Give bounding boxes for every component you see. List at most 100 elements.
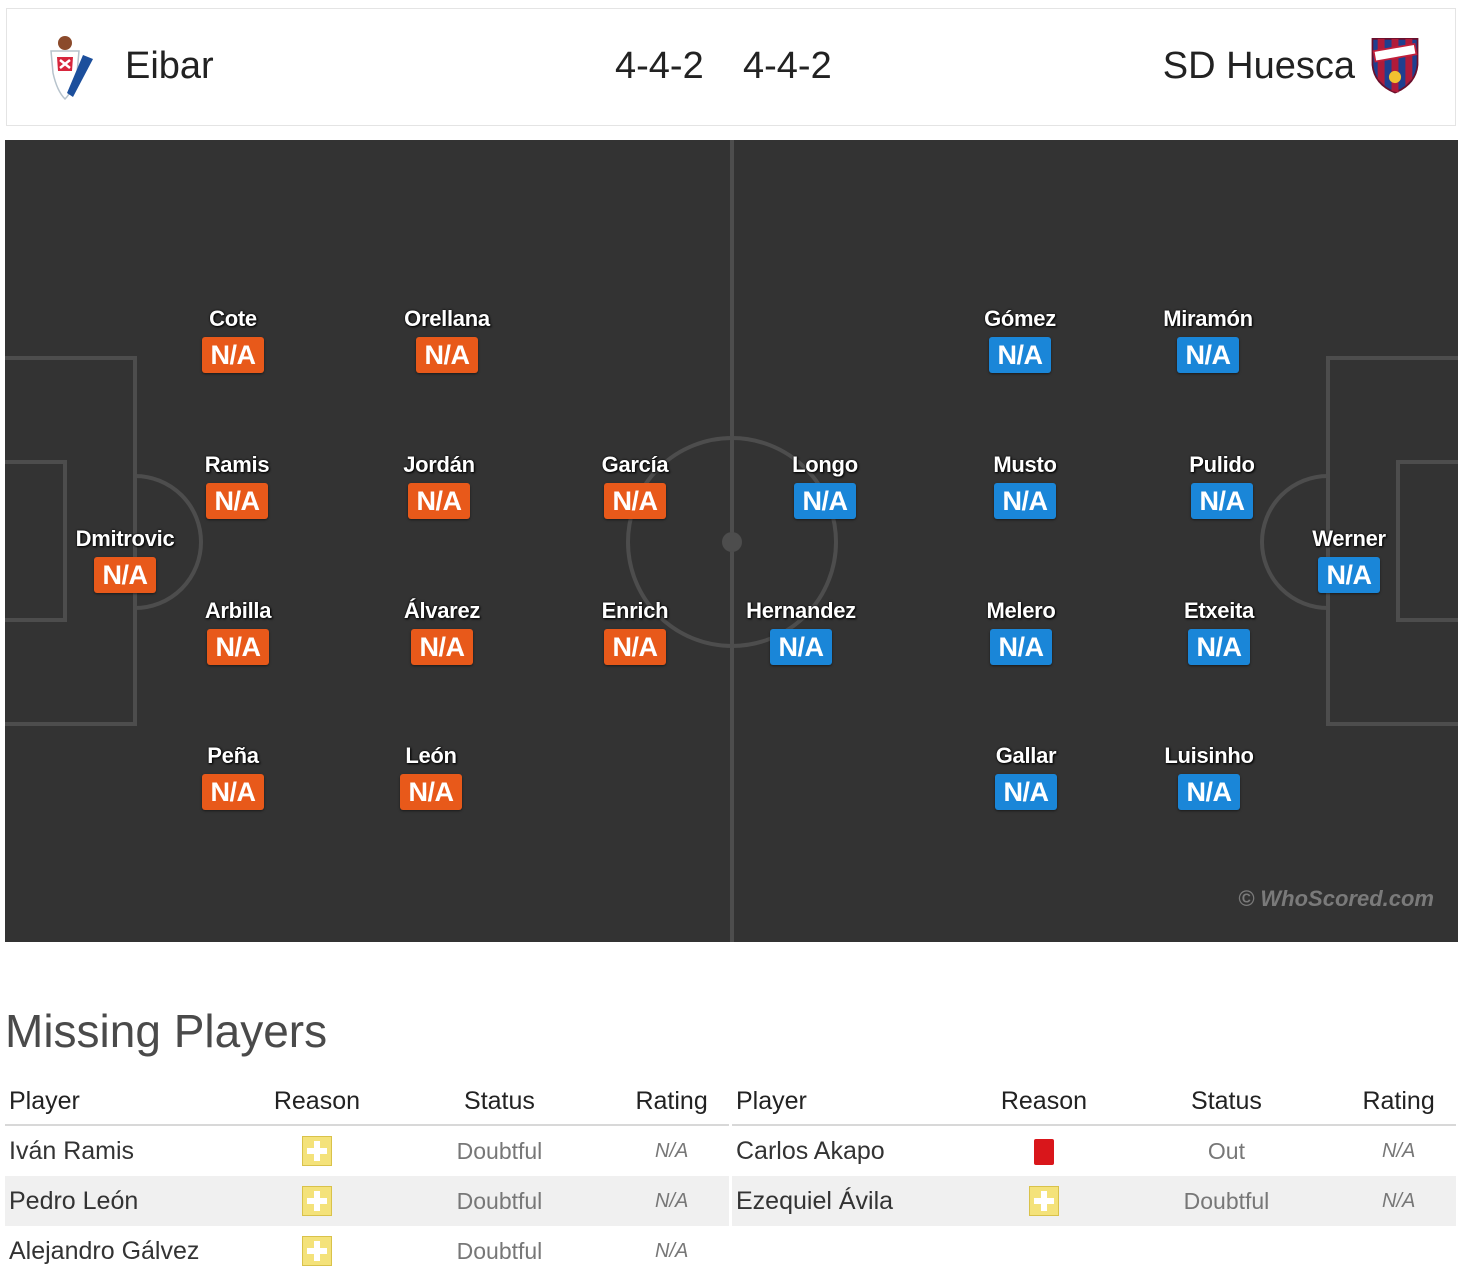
player-rating-badge: N/A bbox=[1188, 629, 1250, 665]
away-player[interactable]: Werner N/A bbox=[1279, 526, 1419, 593]
home-player[interactable]: Dmitrovic N/A bbox=[55, 526, 195, 593]
player-name: León bbox=[405, 743, 457, 768]
player-rating-badge: N/A bbox=[1178, 774, 1240, 810]
player-rating-badge: N/A bbox=[411, 629, 473, 665]
column-header-reason[interactable]: Reason bbox=[249, 1078, 385, 1126]
player-rating-badge: N/A bbox=[990, 629, 1052, 665]
player-rating-badge: N/A bbox=[1191, 483, 1253, 519]
player-rating-badge: N/A bbox=[206, 483, 268, 519]
home-player[interactable]: Enrich N/A bbox=[565, 598, 705, 665]
player-name: Pulido bbox=[1189, 452, 1255, 477]
missing-rating: N/A bbox=[654, 1239, 689, 1262]
away-player[interactable]: Melero N/A bbox=[951, 598, 1091, 665]
player-name: Melero bbox=[986, 598, 1056, 623]
player-rating-badge: N/A bbox=[604, 483, 666, 519]
missing-rating: N/A bbox=[614, 1176, 729, 1226]
home-player[interactable]: Orellana N/A bbox=[377, 306, 517, 373]
injury-icon[interactable] bbox=[1028, 1186, 1059, 1216]
player-name: Jordán bbox=[403, 452, 475, 477]
player-rating-badge: N/A bbox=[794, 483, 856, 519]
missing-status: Doubtful bbox=[456, 1237, 543, 1264]
away-player[interactable]: Hernandez N/A bbox=[731, 598, 871, 665]
player-rating-badge: N/A bbox=[416, 337, 478, 373]
player-rating-badge: N/A bbox=[1177, 337, 1239, 373]
player-name: Luisinho bbox=[1164, 743, 1254, 768]
player-rating-badge: N/A bbox=[207, 629, 269, 665]
missing-rating: N/A bbox=[654, 1139, 689, 1162]
column-header-reason[interactable]: Reason bbox=[976, 1078, 1112, 1126]
player-name: Orellana bbox=[404, 306, 490, 331]
red-card-icon[interactable] bbox=[1033, 1138, 1054, 1165]
player-rating-badge: N/A bbox=[202, 337, 264, 373]
away-player[interactable]: Pulido N/A bbox=[1152, 452, 1292, 519]
home-player[interactable]: Jordán N/A bbox=[369, 452, 509, 519]
missing-player-name[interactable]: Iván Ramis bbox=[9, 1136, 135, 1165]
away-player[interactable]: Luisinho N/A bbox=[1139, 743, 1279, 810]
table-row: Carlos Akapo Out N/A bbox=[732, 1125, 1456, 1176]
missing-rating: N/A bbox=[1381, 1139, 1416, 1162]
table-header-row: Player Reason Status Rating bbox=[732, 1078, 1456, 1126]
away-player[interactable]: Etxeita N/A bbox=[1149, 598, 1289, 665]
missing-player-name[interactable]: Alejandro Gálvez bbox=[9, 1236, 200, 1265]
player-rating-badge: N/A bbox=[408, 483, 470, 519]
missing-player-name[interactable]: Pedro León bbox=[5, 1176, 250, 1226]
player-name: Arbilla bbox=[204, 598, 272, 623]
player-name: Dmitrovic bbox=[75, 526, 175, 551]
away-team-name[interactable]: SD Huesca bbox=[1162, 45, 1355, 87]
away-player[interactable]: Gallar N/A bbox=[956, 743, 1096, 810]
away-player[interactable]: Longo N/A bbox=[755, 452, 895, 519]
player-rating-badge: N/A bbox=[1318, 557, 1380, 593]
column-header-player[interactable]: Player bbox=[5, 1078, 250, 1126]
player-rating-badge: N/A bbox=[994, 483, 1056, 519]
table-row: Iván Ramis Doubtful N/A bbox=[5, 1125, 729, 1176]
column-header-status[interactable]: Status bbox=[1111, 1078, 1342, 1126]
away-formation: 4-4-2 bbox=[743, 45, 832, 87]
missing-player-name[interactable]: Carlos Akapo bbox=[736, 1136, 885, 1165]
home-formation: 4-4-2 bbox=[615, 45, 704, 87]
table-row: Alejandro Gálvez Doubtful N/A bbox=[5, 1226, 729, 1276]
home-player[interactable]: Ramis N/A bbox=[167, 452, 307, 519]
column-header-player[interactable]: Player bbox=[732, 1078, 977, 1126]
pitch-formation-view: Dmitrovic N/A Cote N/A Ramis N/A Arbilla… bbox=[5, 140, 1458, 942]
player-rating-badge: N/A bbox=[94, 557, 156, 593]
away-player[interactable]: Gómez N/A bbox=[950, 306, 1090, 373]
table-row: Ezequiel Ávila Doubtful N/A bbox=[732, 1176, 1456, 1226]
home-missing-players-table: Player Reason Status Rating Iván Ramis D… bbox=[5, 1078, 729, 1276]
player-name: Gómez bbox=[984, 306, 1056, 331]
player-name: Werner bbox=[1312, 526, 1386, 551]
home-player[interactable]: Cote N/A bbox=[163, 306, 303, 373]
injury-icon[interactable] bbox=[301, 1186, 332, 1216]
player-name: Enrich bbox=[601, 598, 669, 623]
huesca-crest-icon[interactable] bbox=[1369, 31, 1421, 97]
player-name: Cote bbox=[209, 306, 257, 331]
home-player[interactable]: García N/A bbox=[565, 452, 705, 519]
home-player[interactable]: León N/A bbox=[361, 743, 501, 810]
whoscored-watermark: © WhoScored.com bbox=[1238, 886, 1434, 911]
injury-icon[interactable] bbox=[301, 1136, 332, 1166]
home-team-name[interactable]: Eibar bbox=[125, 45, 214, 87]
player-name: Etxeita bbox=[1183, 598, 1255, 623]
away-player[interactable]: Miramón N/A bbox=[1138, 306, 1278, 373]
table-header-row: Player Reason Status Rating bbox=[5, 1078, 729, 1126]
player-rating-badge: N/A bbox=[995, 774, 1057, 810]
missing-player-name[interactable]: Ezequiel Ávila bbox=[732, 1176, 977, 1226]
away-player[interactable]: Musto N/A bbox=[955, 452, 1095, 519]
injury-icon[interactable] bbox=[301, 1236, 332, 1266]
column-header-rating[interactable]: Rating bbox=[1341, 1078, 1456, 1126]
column-header-status[interactable]: Status bbox=[384, 1078, 615, 1126]
player-rating-badge: N/A bbox=[400, 774, 462, 810]
pitch-markings bbox=[5, 140, 1458, 942]
player-name: Gallar bbox=[995, 743, 1057, 768]
home-player[interactable]: Arbilla N/A bbox=[168, 598, 308, 665]
player-name: García bbox=[601, 452, 669, 477]
home-player[interactable]: Peña N/A bbox=[163, 743, 303, 810]
player-name: Hernandez bbox=[746, 598, 856, 623]
player-rating-badge: N/A bbox=[604, 629, 666, 665]
missing-status: Out bbox=[1207, 1137, 1245, 1164]
column-header-rating[interactable]: Rating bbox=[614, 1078, 729, 1126]
missing-rating: N/A bbox=[1341, 1176, 1456, 1226]
player-rating-badge: N/A bbox=[989, 337, 1051, 373]
home-player[interactable]: Álvarez N/A bbox=[372, 598, 512, 665]
table-row: Pedro León Doubtful N/A bbox=[5, 1176, 729, 1226]
eibar-crest-icon[interactable] bbox=[43, 35, 95, 101]
